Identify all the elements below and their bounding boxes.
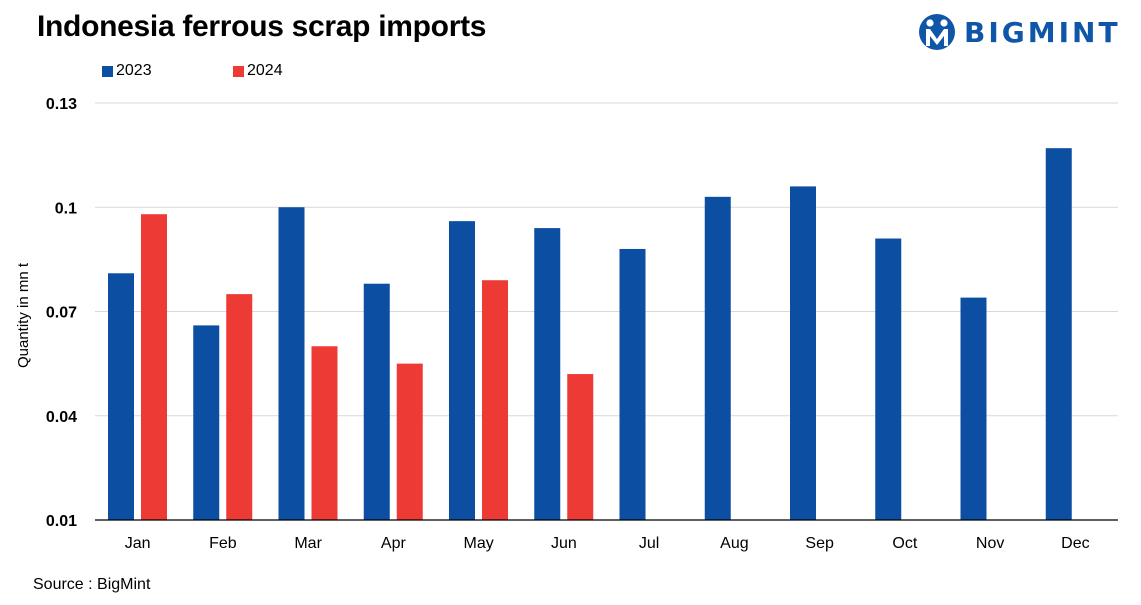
bar-2023-jun bbox=[534, 228, 561, 520]
bar-2023-jan bbox=[108, 273, 134, 520]
bar-2023-apr bbox=[363, 283, 390, 520]
y-tick-label: 0.04 bbox=[46, 409, 77, 426]
grid-lines bbox=[95, 102, 1118, 417]
x-tick-label-may: May bbox=[464, 535, 494, 552]
legend-swatch-2023 bbox=[102, 65, 113, 77]
x-tick-label-jul: Jul bbox=[639, 535, 659, 552]
x-tick-label-mar: Mar bbox=[294, 535, 322, 552]
legend-label-2024: 2024 bbox=[247, 62, 283, 79]
bar-2024-may bbox=[482, 280, 508, 520]
y-tick-label: 0.13 bbox=[46, 96, 77, 113]
x-tick-label-sep: Sep bbox=[805, 535, 834, 552]
bar-2023-jul bbox=[619, 248, 646, 520]
bar-2023-dec bbox=[1045, 148, 1072, 521]
axes: 0.13 0.1 0.07 0.04 0.01 Jan Feb Mar Apr May Jun Jul… bbox=[15, 96, 1118, 552]
y-tick-label: 0.07 bbox=[46, 305, 77, 322]
bar-2023-nov bbox=[960, 297, 987, 520]
x-tick-label-nov: Nov bbox=[976, 535, 1004, 552]
x-tick-label-dec: Dec bbox=[1061, 535, 1089, 552]
chart-legend: 2023 2024 bbox=[102, 62, 364, 80]
legend-item-2024: 2024 bbox=[233, 62, 364, 80]
bigmint-logo-text: BIGMINT bbox=[964, 15, 1121, 49]
bar-2024-jan bbox=[141, 214, 167, 520]
legend-swatch-2024 bbox=[233, 65, 244, 77]
bar-2024-mar bbox=[311, 346, 338, 520]
legend-label-2023: 2023 bbox=[116, 62, 152, 79]
legend-item-2023: 2023 bbox=[102, 62, 233, 80]
x-tick-label-feb: Feb bbox=[209, 535, 237, 552]
y-tick-label: 0.01 bbox=[46, 513, 77, 530]
bar-2024-jun bbox=[567, 374, 594, 520]
x-tick-label-apr: Apr bbox=[381, 535, 407, 552]
y-axis-label: Quantity in mn t bbox=[15, 262, 32, 368]
bar-2023-aug bbox=[704, 196, 731, 520]
y-tick-label: 0.1 bbox=[55, 200, 77, 217]
x-tick-label-jun: Jun bbox=[551, 535, 577, 552]
x-tick-label-aug: Aug bbox=[720, 535, 748, 552]
bars bbox=[108, 148, 1072, 521]
bar-2023-may bbox=[449, 221, 475, 520]
x-tick-label-jan: Jan bbox=[125, 535, 151, 552]
bar-2023-feb bbox=[193, 325, 220, 520]
x-tick-label-oct: Oct bbox=[892, 535, 917, 552]
bar-2023-oct bbox=[875, 238, 902, 520]
bar-2023-mar bbox=[278, 207, 305, 520]
bar-2023-sep bbox=[790, 186, 816, 520]
bar-2024-feb bbox=[226, 294, 253, 520]
source-note: Source : BigMint bbox=[33, 576, 151, 593]
bigmint-logo-icon bbox=[919, 14, 955, 50]
bar-2024-apr bbox=[396, 363, 423, 520]
chart-title: Indonesia ferrous scrap imports bbox=[37, 10, 487, 43]
bigmint-logo: BIGMINT bbox=[918, 12, 1121, 52]
